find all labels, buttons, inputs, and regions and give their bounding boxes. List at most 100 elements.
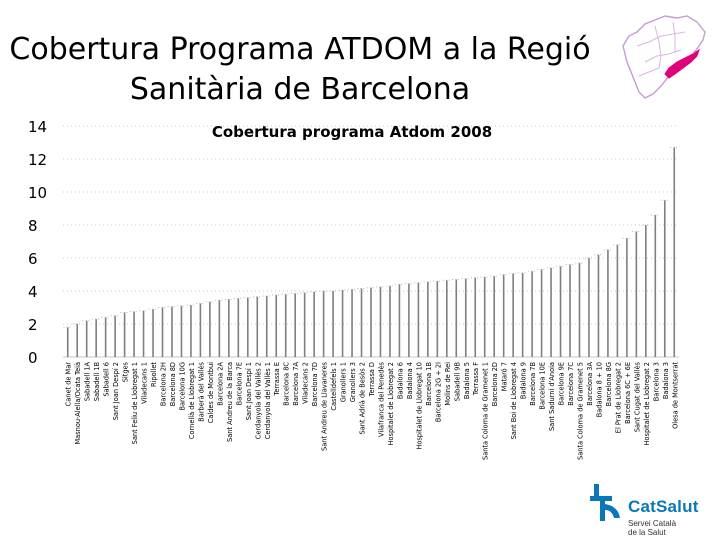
bar [427, 281, 429, 357]
y-tick-label: 0 [28, 349, 38, 367]
bar [474, 277, 477, 357]
bar [464, 278, 467, 357]
logo-subtitle: Servei Català de la Salut [628, 519, 718, 537]
x-tick-label: Sant Joan Despí 1 [245, 362, 253, 420]
bar [654, 215, 657, 357]
bar [152, 309, 154, 357]
bar [408, 283, 410, 357]
bar [313, 291, 315, 357]
x-tick-label: Sant Feliu de Llobregat 1 [131, 362, 139, 444]
x-tick-label: Badalona 6 [396, 362, 404, 399]
bar [123, 312, 126, 357]
page-title-line-2: Sanitària de Barcelona [129, 72, 471, 107]
x-tick-label: Granollers 3 [349, 362, 357, 402]
bar [446, 280, 448, 357]
chart-y-ticks: 0 2 4 6 8 10 12 14 [28, 118, 47, 367]
x-tick-label: Olesa de Montserrat [671, 362, 679, 429]
bar [218, 300, 221, 357]
x-tick-label: Barcelona 2G + 2I [434, 362, 442, 422]
x-tick-label: Barcelona 8G [605, 362, 613, 406]
bar [228, 299, 230, 357]
bar [284, 294, 287, 357]
bar [635, 231, 638, 357]
y-tick-label: 8 [28, 217, 38, 235]
bar [199, 303, 202, 357]
catsalut-logo-icon [590, 484, 620, 521]
bar [626, 238, 628, 357]
x-tick-label: Granollers 1 [340, 362, 348, 402]
x-tick-label: Barberà del Vallès [197, 361, 205, 421]
y-tick-label: 14 [28, 118, 47, 136]
bar [588, 258, 590, 357]
logo-name: CatSalut [628, 497, 699, 516]
bar [351, 289, 353, 357]
x-tick-label: Sant Andreu de la Barca [226, 362, 234, 442]
x-tick-label: Sant Adrià de Besòs 2 [359, 362, 367, 434]
x-tick-label: Ripollet [150, 362, 158, 387]
x-tick-label: Terrassa D [368, 362, 376, 397]
bar [607, 249, 609, 357]
logo-subtitle-line-2: de la Salut [628, 528, 666, 537]
x-tick-label: Cornellà de Llobregat 1 [188, 362, 196, 439]
bar [294, 293, 296, 357]
bar [95, 319, 97, 357]
logo-mark-top [594, 484, 599, 496]
bar [559, 266, 562, 357]
x-tick-label: Vilafranca del Penedès [377, 361, 385, 437]
bar [303, 292, 306, 357]
bar [360, 288, 363, 357]
bar [521, 272, 524, 357]
x-tick-label: Barcelona 7A [292, 362, 300, 406]
bar [256, 296, 259, 357]
x-tick-label: Viladecans 2 [302, 362, 310, 404]
x-tick-label: Barcelona 2D [491, 362, 499, 406]
bar [76, 324, 79, 357]
x-tick-label: Barcelona 10E [539, 362, 547, 410]
bar [512, 273, 514, 357]
y-tick-label: 12 [28, 151, 47, 169]
x-tick-label: Barcelona 2H [160, 362, 168, 406]
x-tick-label: Sant Andreu de Llavaneres [321, 361, 329, 451]
x-tick-label: Sant Joan Despí 2 [112, 362, 120, 420]
x-tick-label: Barcelona 3 [652, 362, 660, 401]
y-tick-label: 4 [28, 283, 38, 301]
x-tick-label: Sant Cugat del Vallès [633, 361, 641, 432]
x-tick-label: Badalona 4 [406, 362, 414, 399]
x-tick-label: Barcelona 6C + 6E [624, 362, 632, 424]
chart-title: Cobertura programa Atdom 2008 [212, 123, 492, 141]
x-tick-label: Sabadell 1B [93, 362, 101, 402]
x-tick-label: Badalona 5 [463, 362, 471, 399]
bar [66, 327, 69, 357]
bar [332, 291, 334, 357]
x-tick-label: Sitges [122, 361, 130, 382]
bar [550, 267, 552, 357]
bar [578, 262, 581, 357]
x-tick-label: Cerdanyola del Vallès 2 [254, 362, 262, 439]
catalonia-outline [622, 15, 706, 99]
logo-subtitle-line-1: Servei Català [628, 519, 677, 528]
x-tick-label: Caldes de Montbui [207, 362, 215, 423]
barcelona-region-highlight [664, 48, 700, 79]
bar [436, 281, 439, 357]
x-tick-label: Santa Coloma de Gramenet 1 [482, 362, 490, 460]
x-tick-label: El Prat de Llobregat 2 [614, 362, 622, 433]
x-tick-label: Badalona 3 [662, 362, 670, 399]
y-tick-label: 10 [28, 184, 47, 202]
x-tick-label: Castelldefels 1 [330, 362, 338, 411]
bar [493, 276, 495, 357]
x-tick-label: Barcelona 9E [558, 362, 566, 405]
bar [322, 291, 325, 357]
bar [171, 306, 173, 357]
x-tick-label: Badalona 9 [520, 362, 528, 399]
bar [455, 279, 458, 357]
x-tick-label: Barcelona 1B [425, 362, 433, 406]
chart-x-labels: Canet de Mar Masnou-Alella/Ocata Teià Saba… [65, 361, 680, 460]
bar [104, 317, 107, 357]
chart-bars [63, 146, 679, 357]
x-tick-label: Barcelona 8D [169, 362, 177, 406]
bar [85, 320, 88, 357]
bar [133, 311, 135, 357]
bar [616, 244, 619, 357]
bar [645, 225, 647, 357]
